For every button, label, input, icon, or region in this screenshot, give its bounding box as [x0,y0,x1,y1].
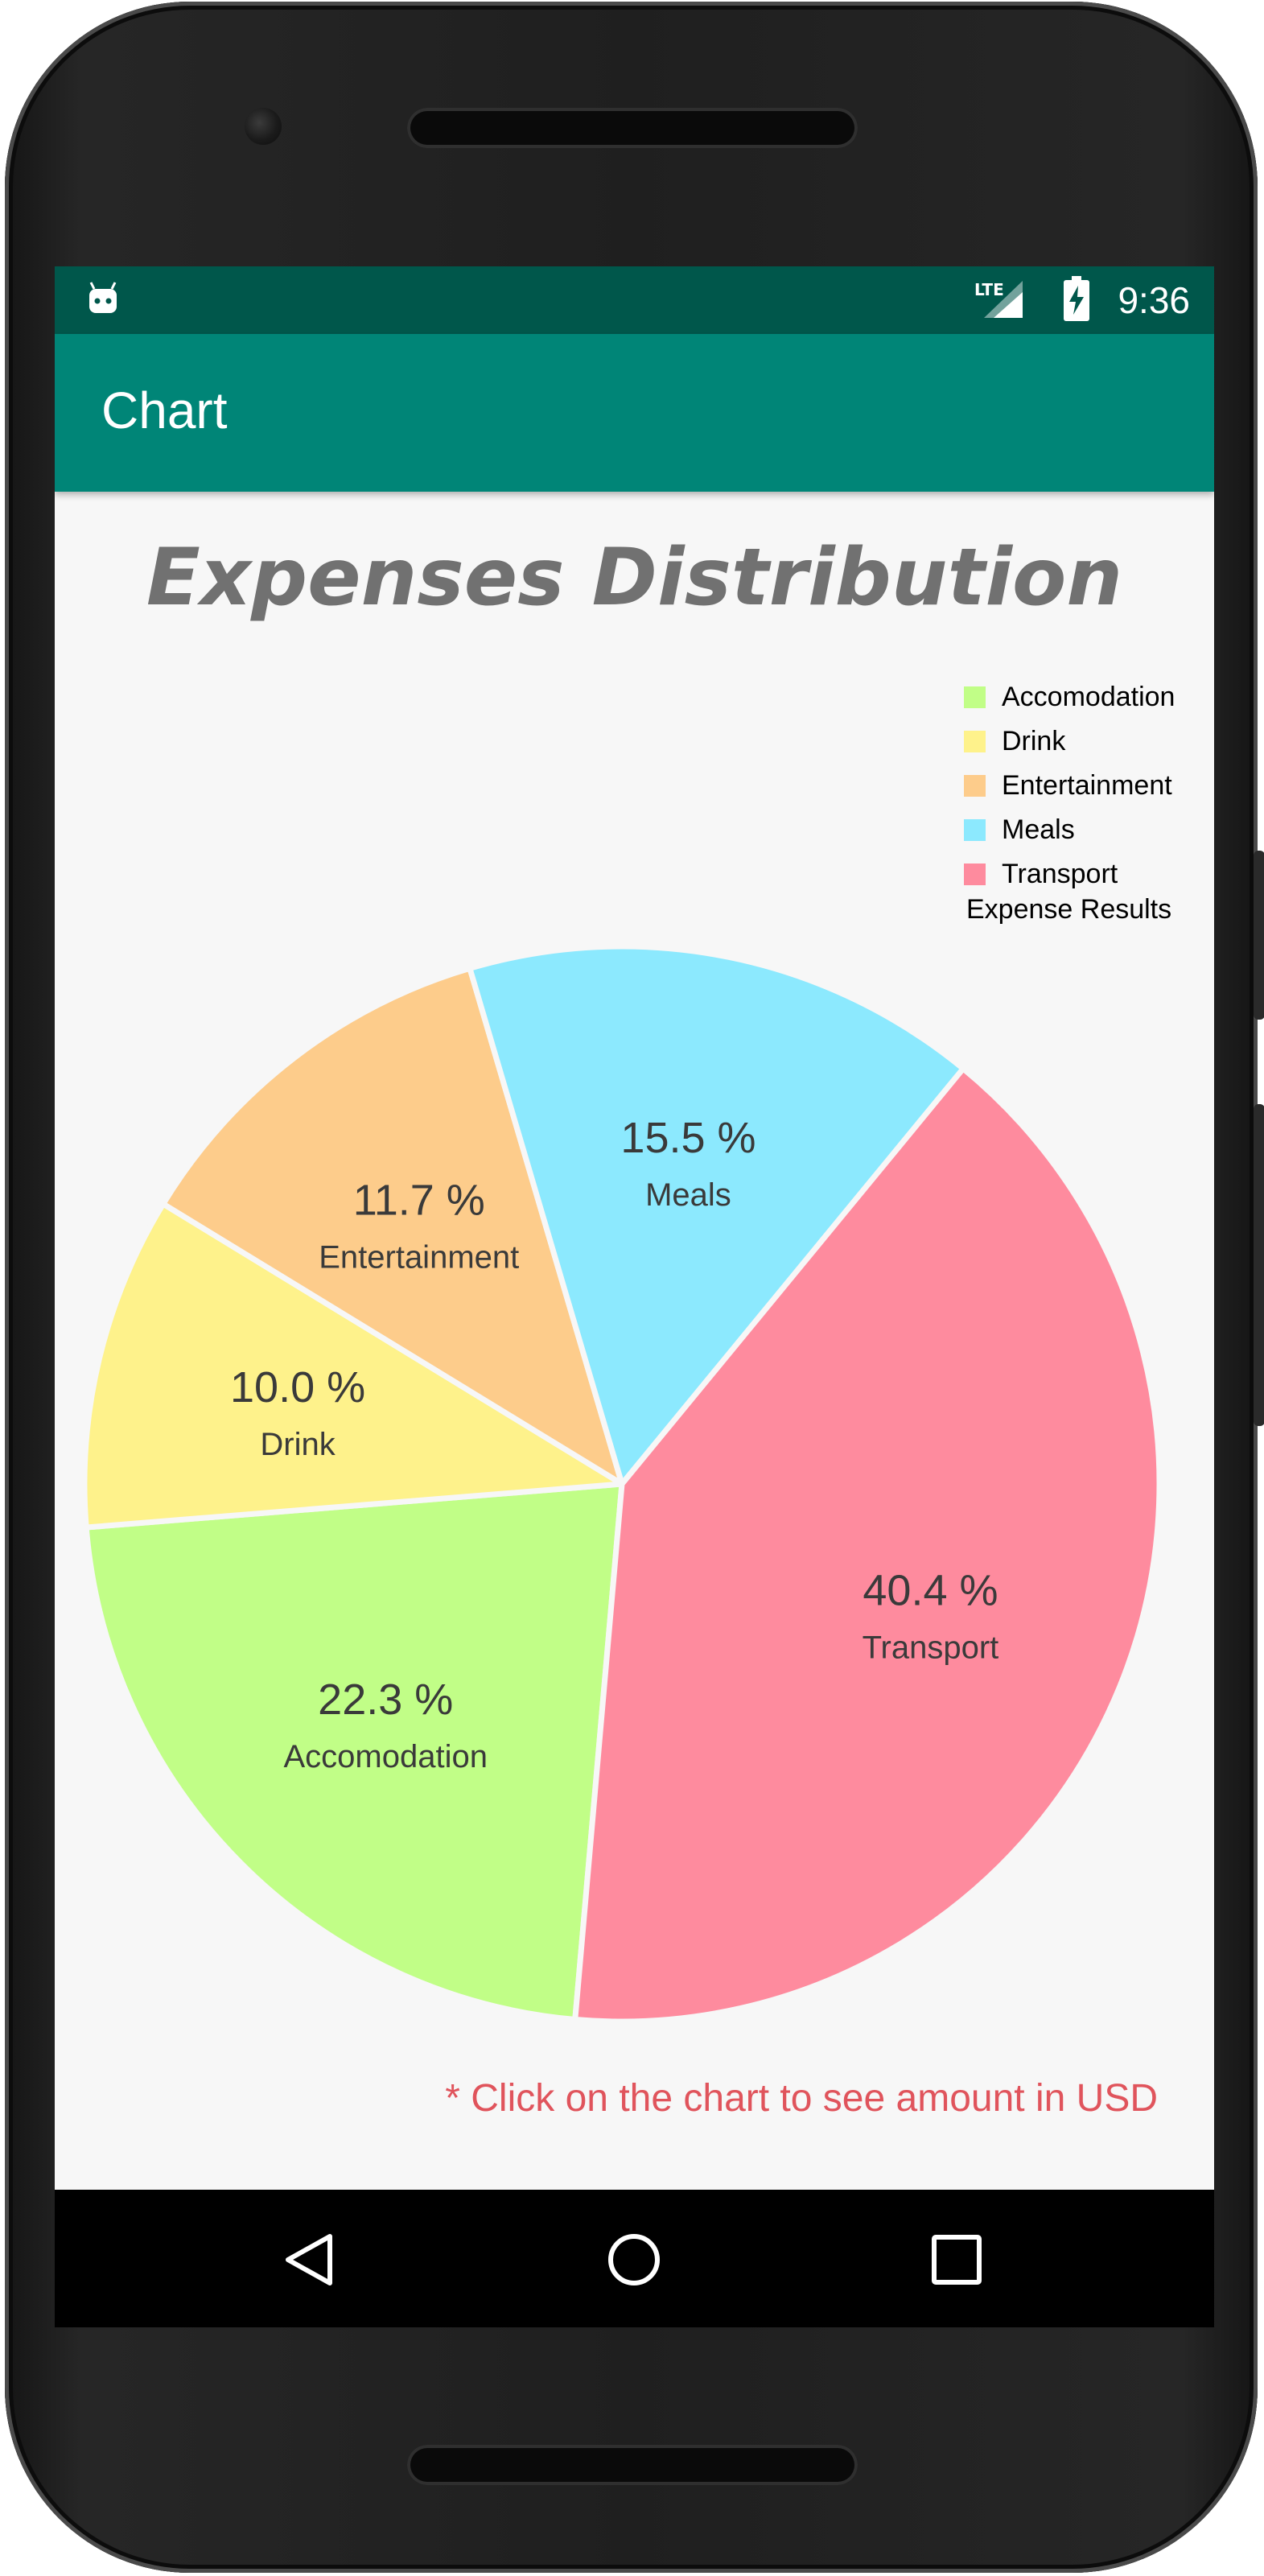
legend-swatch [964,775,986,797]
app-bar: Chart [55,334,1214,492]
pie-chart[interactable]: 22.3 % Accomodation 10.0 % Drink 11.7 % Enter… [55,266,1214,2327]
legend-label: Accomodation [1002,682,1175,712]
slice-category-label: Accomodation [283,1739,487,1774]
slice-category-label: Drink [260,1427,336,1462]
pie-slice-accomodation[interactable] [83,1481,625,2022]
status-time: 9:36 [1118,279,1190,321]
slice-value-label: 40.4 % [863,1567,998,1615]
legend-item-accomodation: Accomodation [964,675,1175,719]
home-icon[interactable] [604,2230,664,2290]
legend-swatch [964,731,986,752]
chart-legend: Accomodation Drink Entertainment Meals T… [964,675,1175,896]
status-bar: LTE 9:36 [55,266,1214,334]
legend-item-drink: Drink [964,719,1175,764]
slice-value-label: 10.0 % [230,1363,365,1412]
pie-slice-transport[interactable] [572,1065,1163,2025]
slice-value-label: 22.3 % [318,1675,453,1724]
navigation-bar [55,2190,1214,2327]
legend-description: Expense Results [966,894,1172,925]
pie-slice-drink[interactable] [81,1201,625,1531]
legend-swatch [964,863,986,885]
volume-button [1254,1104,1264,1426]
slice-category-label: Meals [645,1177,731,1213]
hint-text: * Click on the chart to see amount in US… [445,2077,1158,2120]
back-icon[interactable] [282,2230,341,2290]
power-button [1254,851,1264,1020]
lte-signal-icon: LTE [974,280,1023,318]
slice-value-label: 15.5 % [620,1114,756,1162]
slice-category-label: Entertainment [319,1240,519,1276]
legend-swatch [964,819,986,841]
app-title: Chart [101,381,228,439]
legend-label: Drink [1002,726,1066,756]
legend-item-meals: Meals [964,808,1175,852]
legend-item-transport: Transport [964,852,1175,896]
chart-title: Expenses Distribution [146,532,1123,624]
bottom-speaker [407,2445,858,2485]
slice-value-label: 11.7 % [353,1177,485,1225]
screen: LTE 9:36 Chart Expenses Distribution 22.… [55,266,1214,2327]
legend-label: Entertainment [1002,770,1172,801]
svg-text:LTE: LTE [974,280,1004,299]
phone-frame: LTE 9:36 Chart Expenses Distribution 22.… [5,2,1264,2573]
battery-charging-icon [1064,276,1089,321]
legend-item-entertainment: Entertainment [964,764,1175,808]
recents-icon[interactable] [927,2230,986,2290]
slice-category-label: Transport [863,1630,999,1666]
top-speaker [407,108,858,148]
pie-slice-meals[interactable] [467,943,966,1487]
android-notification-icon [89,282,117,313]
legend-swatch [964,686,986,708]
front-camera [245,108,282,145]
legend-label: Meals [1002,814,1075,845]
legend-label: Transport [1002,859,1118,889]
